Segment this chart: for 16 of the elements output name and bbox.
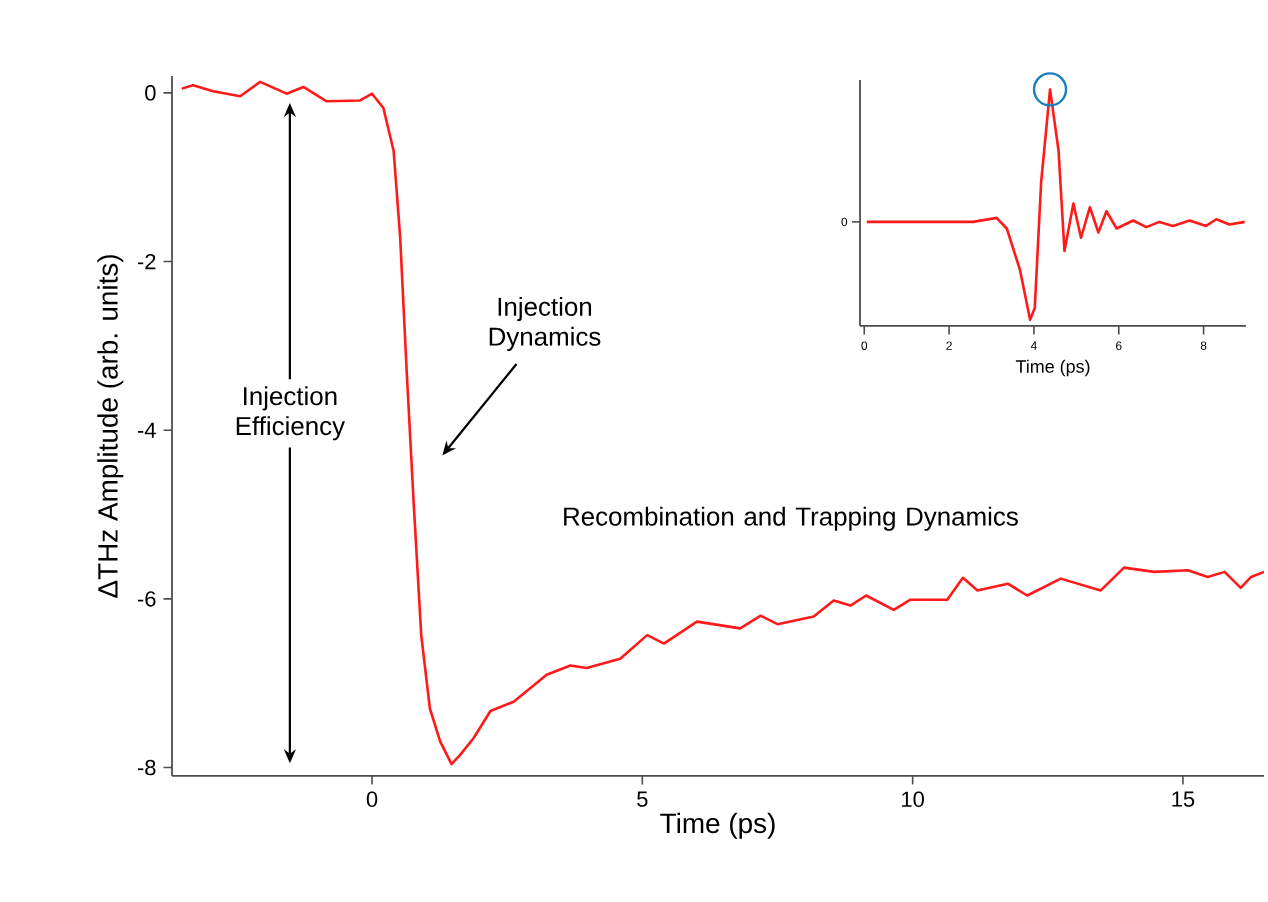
annotation: Injection Efficiency — [236, 386, 345, 441]
y-tick-label: -4 — [137, 422, 156, 438]
y-tick-label: -8 — [137, 759, 156, 776]
x-axis-title: Time (ps) — [1015, 359, 1090, 377]
y-axis-title: ΔTHz Amplitude (arb. units) — [97, 255, 124, 598]
y-tick-label: -6 — [137, 591, 156, 607]
annotation: Injection Dynamics — [489, 296, 601, 351]
x-axis-title: Time (ps) — [660, 812, 775, 839]
line-series — [180, 80, 1265, 766]
y-tick-label: 0 — [145, 85, 156, 101]
y-tick-label: -2 — [137, 253, 156, 270]
annotation: Recombination and Trapping Dynamics — [564, 506, 1018, 531]
x-tick-label: 10 — [902, 791, 924, 808]
x-tick-label: 5 — [637, 791, 648, 807]
x-tick-label: 15 — [1172, 791, 1195, 807]
x-tick-label: 0 — [366, 791, 378, 808]
